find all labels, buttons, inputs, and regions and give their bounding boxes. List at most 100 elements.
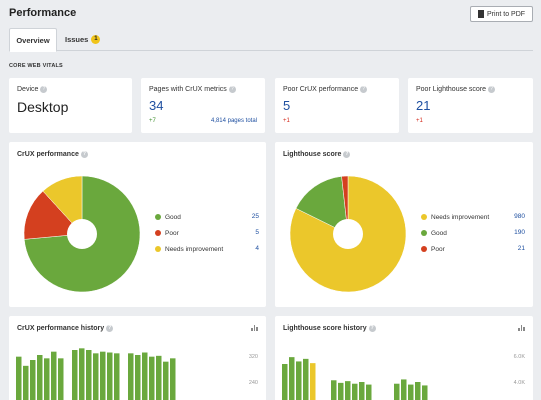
history-bar[interactable] xyxy=(128,353,134,400)
history-bar[interactable] xyxy=(58,358,64,400)
pie-slice-poor[interactable] xyxy=(23,190,83,240)
bar-chart-icon[interactable] xyxy=(518,325,525,331)
help-icon[interactable]: ? xyxy=(40,86,48,93)
crux-pie-chart xyxy=(23,175,141,293)
history-bar[interactable] xyxy=(331,380,337,400)
legend-item-good[interactable]: Good xyxy=(155,212,181,222)
legend-value[interactable]: 25 xyxy=(251,213,259,220)
help-icon[interactable]: ? xyxy=(80,151,88,158)
history-bar[interactable] xyxy=(93,353,99,400)
issues-count-badge: 1 xyxy=(91,35,101,44)
legend-value[interactable]: 4 xyxy=(255,245,259,252)
history-bar[interactable] xyxy=(170,358,176,400)
pages-crux-card: Pages with CrUX metrics? 34 +7 4,814 pag… xyxy=(141,78,265,133)
legend-item-poor[interactable]: Poor xyxy=(421,244,445,254)
history-bar[interactable] xyxy=(163,361,169,400)
crux-legend: Good 25 Poor 5 Needs improvement 4 xyxy=(155,212,259,254)
history-bar[interactable] xyxy=(23,365,29,400)
bar-chart-icon[interactable] xyxy=(251,325,258,331)
pages-crux-value[interactable]: 34 xyxy=(149,98,164,113)
tab-bar: Overview Issues 1 xyxy=(9,28,533,52)
history-bar[interactable] xyxy=(44,358,50,400)
history-bar[interactable] xyxy=(310,363,316,400)
history-bar[interactable] xyxy=(394,383,400,400)
help-icon[interactable]: ? xyxy=(360,86,368,93)
history-bar[interactable] xyxy=(86,350,92,400)
help-icon[interactable]: ? xyxy=(488,86,496,93)
page-header: Performance Print to PDF xyxy=(0,0,541,28)
history-bar[interactable] xyxy=(79,348,85,400)
tab-overview-label: Overview xyxy=(16,35,50,45)
history-bar[interactable] xyxy=(30,360,36,400)
y-tick: 4.0K xyxy=(513,380,525,386)
legend-item-poor[interactable]: Poor xyxy=(155,228,179,238)
crux-history-title: CrUX performance history? xyxy=(17,325,114,332)
poor-lighthouse-label: Poor Lighthouse score? xyxy=(416,86,496,93)
history-bar[interactable] xyxy=(142,352,148,400)
help-icon[interactable]: ? xyxy=(228,86,236,93)
legend-item-needs-improvement[interactable]: Needs improvement xyxy=(421,212,489,222)
tab-overview[interactable]: Overview xyxy=(9,28,57,52)
device-card: Device? Desktop xyxy=(9,78,132,133)
needs-dot xyxy=(155,246,161,252)
history-bar[interactable] xyxy=(289,357,295,400)
device-label: Device? xyxy=(17,86,48,93)
history-bar[interactable] xyxy=(296,361,302,400)
pie-slice-needs-improvement[interactable] xyxy=(42,175,83,235)
history-bar[interactable] xyxy=(107,352,113,400)
pie-center-hole xyxy=(333,219,363,249)
legend-value[interactable]: 980 xyxy=(514,213,525,220)
history-bar[interactable] xyxy=(282,364,288,400)
help-icon[interactable]: ? xyxy=(106,325,114,332)
legend-item-good[interactable]: Good xyxy=(421,228,447,238)
lighthouse-legend: Needs improvement 980 Good 190 Poor 21 xyxy=(421,212,525,254)
poor-crux-delta: +1 xyxy=(283,118,290,124)
history-bar[interactable] xyxy=(114,353,120,400)
history-bar[interactable] xyxy=(352,383,358,400)
history-bar[interactable] xyxy=(303,358,309,400)
history-bar[interactable] xyxy=(156,355,162,400)
history-bar[interactable] xyxy=(51,351,57,400)
help-icon[interactable]: ? xyxy=(368,325,376,332)
legend-item-needs-improvement[interactable]: Needs improvement xyxy=(155,244,223,254)
legend-value[interactable]: 190 xyxy=(514,229,525,236)
history-bar[interactable] xyxy=(366,384,372,400)
legend-value[interactable]: 5 xyxy=(255,229,259,236)
tab-issues[interactable]: Issues 1 xyxy=(65,28,101,51)
pie-slice-good[interactable] xyxy=(295,176,349,235)
crux-performance-card: CrUX performance? Good 25 Poor 5 Needs i… xyxy=(9,142,266,307)
history-bar[interactable] xyxy=(401,379,407,400)
history-bar[interactable] xyxy=(408,384,414,400)
pages-crux-delta: +7 xyxy=(149,118,156,124)
device-value: Desktop xyxy=(17,99,69,115)
lighthouse-history-bar-chart xyxy=(282,357,428,400)
print-to-pdf-button[interactable]: Print to PDF xyxy=(470,6,533,22)
history-bar[interactable] xyxy=(16,356,22,400)
lighthouse-pie-chart xyxy=(289,175,407,293)
history-bar[interactable] xyxy=(359,382,365,400)
needs-dot xyxy=(421,214,427,220)
history-bar[interactable] xyxy=(72,350,78,400)
history-bar[interactable] xyxy=(135,355,141,400)
history-bar[interactable] xyxy=(37,355,43,400)
poor-lighthouse-delta: +1 xyxy=(416,118,423,124)
print-to-pdf-label: Print to PDF xyxy=(486,10,526,18)
history-bar[interactable] xyxy=(345,381,351,400)
history-bar[interactable] xyxy=(338,382,344,400)
poor-lighthouse-card: Poor Lighthouse score? 21 +1 xyxy=(408,78,533,133)
y-tick: 320 xyxy=(248,354,258,360)
crux-performance-title: CrUX performance? xyxy=(17,151,88,158)
poor-lighthouse-value[interactable]: 21 xyxy=(416,98,431,113)
poor-crux-value[interactable]: 5 xyxy=(283,98,291,113)
legend-value[interactable]: 21 xyxy=(517,245,525,252)
help-icon[interactable]: ? xyxy=(343,151,351,158)
pages-total-link[interactable]: 4,814 pages total xyxy=(210,118,257,124)
poor-crux-label: Poor CrUX performance? xyxy=(283,86,368,93)
history-bar[interactable] xyxy=(415,382,421,400)
history-bar[interactable] xyxy=(422,385,428,400)
poor-dot xyxy=(421,246,427,252)
history-bar[interactable] xyxy=(149,356,155,400)
y-tick: 240 xyxy=(248,380,258,386)
good-dot xyxy=(421,230,427,236)
history-bar[interactable] xyxy=(100,351,106,400)
